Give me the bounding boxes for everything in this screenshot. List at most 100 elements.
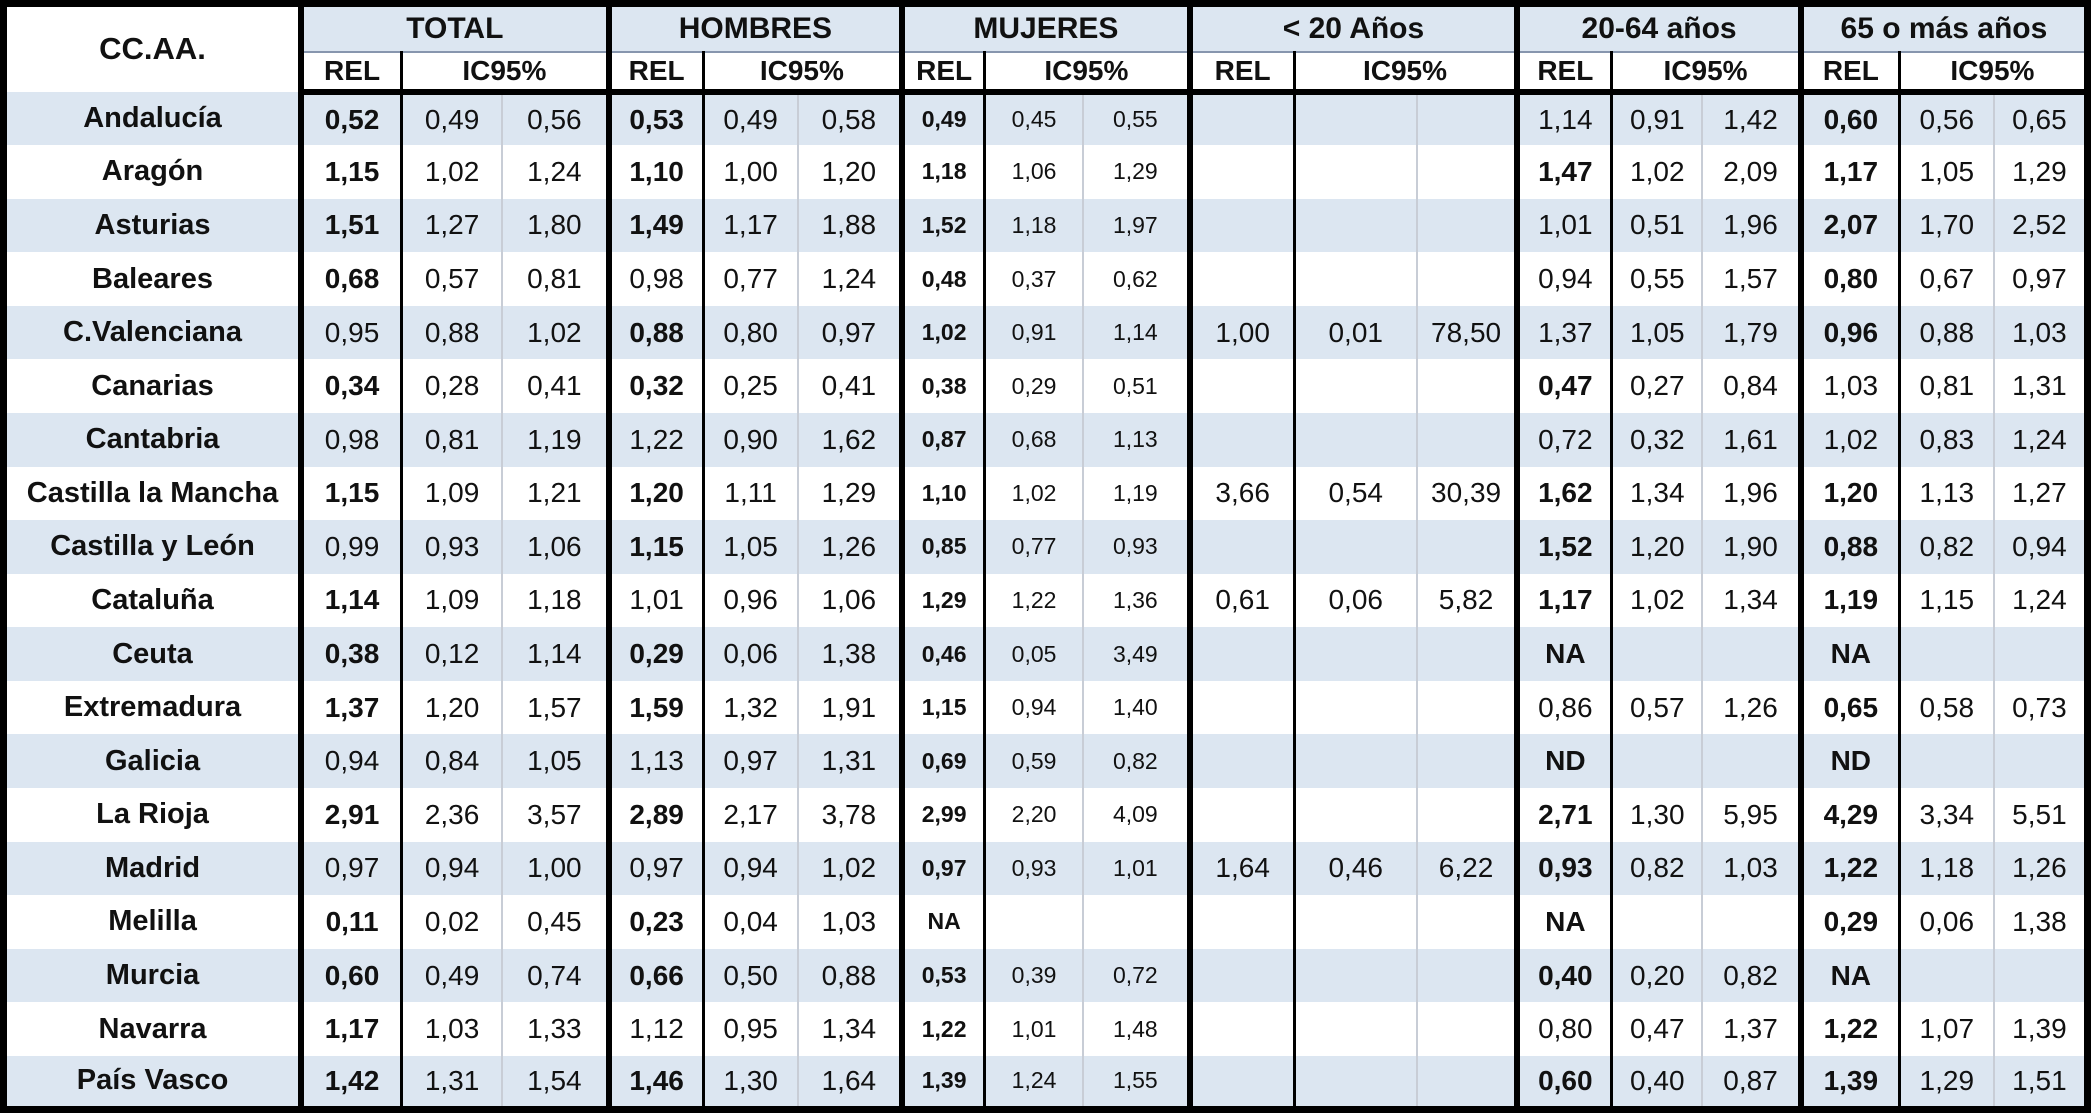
ic-low-cell: 0,82 [1897, 520, 1994, 574]
table-row: La Rioja 2,91 2,36 3,57 2,89 2,17 3,78 2,99 2,20… [3, 788, 2088, 842]
rel-value-cell: 0,29 [605, 627, 704, 681]
ic-low-cell: 1,20 [400, 680, 503, 735]
rel-value-cell [1186, 252, 1295, 306]
ic-high-cell: 0,94 [1992, 520, 2088, 574]
ic-high-cell: 1,39 [1992, 1002, 2088, 1056]
rel-value-cell: 1,52 [1514, 520, 1612, 574]
ic-low-cell: 0,50 [701, 948, 798, 1003]
ic-high-cell: 1,13 [1082, 412, 1190, 467]
ic-high-cell: 1,29 [1082, 145, 1190, 199]
ic-high-cell: 3,57 [501, 788, 609, 842]
table-row: C.Valenciana 0,95 0,88 1,02 0,88 0,80 0,97 1,02… [3, 305, 2088, 360]
ic-low-cell: 0,05 [983, 627, 1084, 681]
ic-low-cell [1292, 1055, 1417, 1110]
rel-value-cell: ND [1514, 734, 1612, 789]
ic-low-cell [1292, 252, 1417, 306]
rel-value-cell: 0,48 [899, 252, 985, 306]
rel-value-cell: 1,15 [605, 520, 704, 574]
ic-high-cell: 1,57 [1701, 252, 1801, 306]
ic-high-cell [1415, 145, 1518, 199]
ic-high-cell: 0,73 [1992, 680, 2088, 735]
ic-low-cell [1292, 520, 1417, 574]
rel-value-cell: NA [1797, 627, 1900, 681]
group-header-20-64: 20-64 años [1514, 3, 1801, 53]
ic-low-cell: 1,05 [701, 520, 798, 574]
rel-value-cell [1186, 412, 1295, 467]
ic-high-cell: 1,31 [1992, 359, 2088, 413]
ic-low-cell [1897, 627, 1994, 681]
ic-high-cell: 1,61 [1701, 412, 1801, 467]
ic-high-cell: 1,31 [796, 734, 903, 789]
ic-low-cell: 1,02 [400, 145, 503, 199]
ic-high-cell: 1,57 [501, 680, 609, 735]
group-header-65mas: 65 o más años [1797, 3, 2088, 53]
ic-low-cell [1292, 198, 1417, 253]
rel-value-cell: 1,64 [1186, 841, 1295, 896]
ic-low-cell: 1,70 [1897, 198, 1994, 253]
group-header-hombres: HOMBRES [605, 3, 903, 53]
rel-value-cell: 1,13 [605, 734, 704, 789]
ic-high-cell: 1,97 [1082, 198, 1190, 253]
ic-low-cell: 0,95 [701, 1002, 798, 1056]
rel-header: REL [605, 51, 704, 95]
rel-value-cell: 0,87 [899, 412, 985, 467]
rel-value-cell: 0,46 [899, 627, 985, 681]
rel-value-cell: NA [1514, 627, 1612, 681]
ic-high-cell: 0,93 [1082, 520, 1190, 574]
ic-high-cell: 0,58 [796, 91, 903, 146]
sub-header-row: REL IC95% REL IC95% REL IC95% REL IC95% … [4, 51, 2088, 95]
ic-low-cell [1897, 948, 1994, 1003]
ic-low-cell [1897, 734, 1994, 789]
rel-value-cell: 1,14 [298, 573, 402, 628]
table-body: Andalucía 0,52 0,49 0,56 0,53 0,49 0,58 0,49 0,4… [3, 91, 2088, 1110]
table-row: Andalucía 0,52 0,49 0,56 0,53 0,49 0,58 0,49 0,4… [3, 91, 2088, 146]
ic-high-cell: 1,24 [1992, 412, 2088, 467]
group-header-row: CC.AA. TOTAL HOMBRES MUJERES < 20 Años 2… [3, 3, 2088, 92]
ic-high-cell [1082, 895, 1190, 949]
rel-header: REL [1797, 51, 1900, 95]
ic-low-cell: 1,27 [400, 198, 503, 253]
rel-value-cell [1186, 198, 1295, 253]
rel-value-cell: 2,71 [1514, 788, 1612, 842]
ic-high-cell: 1,02 [796, 841, 903, 896]
ic-high-cell: 1,90 [1701, 520, 1801, 574]
rel-value-cell: 1,12 [605, 1002, 704, 1056]
rel-value-cell: 1,37 [298, 680, 402, 735]
region-cell: Galicia [3, 734, 302, 789]
ic-low-cell: 1,03 [400, 1002, 503, 1056]
rel-value-cell: 1,22 [1797, 1002, 1900, 1056]
ic-high-cell: 2,09 [1701, 145, 1801, 199]
ic-high-cell: 1,19 [1082, 466, 1190, 521]
ic-high-cell: 0,97 [1992, 252, 2088, 306]
ic95-header: IC95% [1610, 51, 1801, 95]
rel-value-cell: 0,53 [605, 91, 704, 146]
rel-value-cell: 0,93 [1514, 841, 1612, 896]
rel-value-cell: NA [899, 895, 985, 949]
ic-low-cell [1292, 91, 1417, 146]
rel-value-cell: 0,49 [899, 91, 985, 146]
rel-value-cell [1186, 680, 1295, 735]
ic-low-cell [1610, 895, 1703, 949]
rel-value-cell: 0,96 [1797, 305, 1900, 360]
ic-low-cell: 1,02 [983, 466, 1084, 521]
table-header: CC.AA. TOTAL HOMBRES MUJERES < 20 Años 2… [3, 3, 2088, 95]
ic-high-cell: 1,03 [1701, 841, 1801, 896]
region-cell: Baleares [3, 252, 302, 306]
rel-value-cell: 1,03 [1797, 359, 1900, 413]
table-row: Melilla 0,11 0,02 0,45 0,23 0,04 1,03 NA NA 0,29 0… [3, 895, 2088, 949]
ic95-header: IC95% [1292, 51, 1518, 95]
table-row: Navarra 1,17 1,03 1,33 1,12 0,95 1,34 1,22 1,01 1… [3, 1002, 2088, 1056]
rel-value-cell: 1,37 [1514, 305, 1612, 360]
ic-low-cell: 0,94 [400, 841, 503, 896]
rel-value-cell: 2,99 [899, 788, 985, 842]
ic-high-cell: 0,51 [1082, 359, 1190, 413]
ic-low-cell: 1,05 [1610, 305, 1703, 360]
ic95-header: IC95% [701, 51, 903, 95]
rel-value-cell [1186, 1002, 1295, 1056]
ic-low-cell: 0,40 [1610, 1055, 1703, 1110]
rel-value-cell: 1,22 [1797, 841, 1900, 896]
ic-high-cell: 1,24 [1992, 573, 2088, 628]
rel-value-cell: 1,29 [899, 573, 985, 628]
rel-value-cell: 0,47 [1514, 359, 1612, 413]
ic-high-cell: 1,26 [796, 520, 903, 574]
